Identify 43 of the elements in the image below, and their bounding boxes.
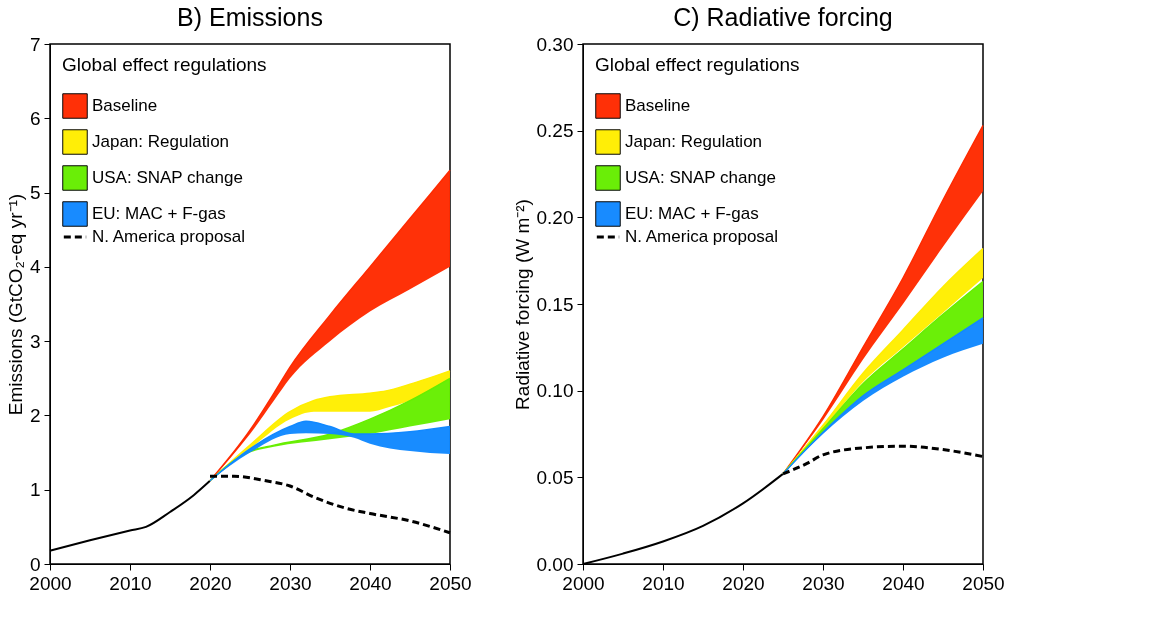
legend-label: N. America proposal bbox=[92, 227, 246, 246]
legend-label: Baseline bbox=[92, 96, 158, 115]
y-tick-label: 7 bbox=[29, 33, 41, 55]
x-tick-label: 2000 bbox=[29, 572, 72, 594]
y-tick-label: 0.25 bbox=[536, 120, 574, 142]
legend-title: Global effect regulations bbox=[62, 54, 267, 75]
y-tick-label: 0.20 bbox=[536, 206, 574, 228]
legend-label: USA: SNAP change bbox=[92, 168, 243, 187]
legend-label: Japan: Regulation bbox=[92, 132, 230, 151]
legend-label: N. America proposal bbox=[625, 227, 779, 246]
x-tick-label: 2030 bbox=[802, 572, 845, 594]
legend-label: Japan: Regulation bbox=[625, 132, 763, 151]
y-tick-label: 0.30 bbox=[536, 33, 574, 55]
chart-title: B) Emissions bbox=[177, 3, 323, 31]
x-tick-label: 2040 bbox=[349, 572, 392, 594]
x-tick-label: 2050 bbox=[429, 572, 472, 594]
x-tick-label: 2030 bbox=[269, 572, 312, 594]
x-tick-label: 2010 bbox=[109, 572, 152, 594]
y-axis-title: Emissions (GtCO₂-eq yr⁻¹) bbox=[4, 193, 26, 416]
x-tick-label: 2040 bbox=[882, 572, 925, 594]
y-tick-label: 1 bbox=[29, 479, 41, 501]
x-tick-label: 2050 bbox=[962, 572, 1005, 594]
legend-label: EU: MAC + F-gas bbox=[92, 204, 226, 223]
legend-label: EU: MAC + F-gas bbox=[625, 204, 759, 223]
legend-label: Baseline bbox=[625, 96, 691, 115]
y-tick-label: 5 bbox=[29, 182, 41, 204]
x-tick-label: 2020 bbox=[189, 572, 232, 594]
chart-title: C) Radiative forcing bbox=[673, 3, 893, 31]
y-tick-label: 0.10 bbox=[536, 380, 574, 402]
x-tick-label: 2000 bbox=[562, 572, 605, 594]
y-tick-label: 0.05 bbox=[536, 466, 574, 488]
y-tick-label: 3 bbox=[29, 330, 41, 352]
legend-label: USA: SNAP change bbox=[625, 168, 776, 187]
legend-title: Global effect regulations bbox=[595, 54, 800, 75]
x-tick-label: 2020 bbox=[722, 572, 765, 594]
y-tick-label: 0 bbox=[29, 553, 41, 575]
y-tick-label: 2 bbox=[29, 404, 41, 426]
y-tick-label: 4 bbox=[29, 256, 41, 278]
y-tick-label: 0.00 bbox=[536, 553, 574, 575]
y-tick-label: 0.15 bbox=[536, 293, 574, 315]
y-tick-label: 6 bbox=[29, 107, 41, 129]
y-axis-title: Radiative forcing (W m⁻²) bbox=[511, 199, 533, 410]
x-tick-label: 2010 bbox=[642, 572, 685, 594]
